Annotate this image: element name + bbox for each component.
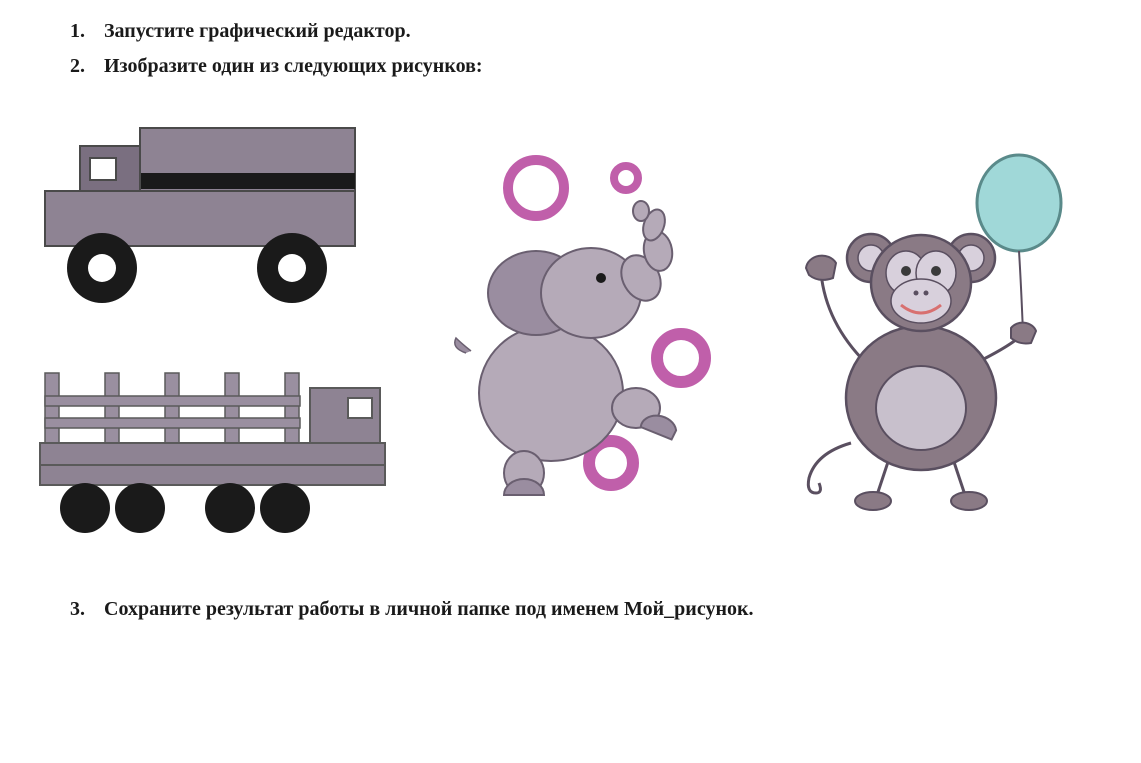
item-text-1: Запустите графический редактор.: [104, 20, 1071, 43]
instruction-item-3: 3. Сохраните результат работы в личной п…: [70, 598, 1071, 621]
item-number-1: 1.: [70, 20, 94, 43]
truck2-drawing: [30, 358, 400, 538]
instruction-list: 1. Запустите графический редактор. 2. Из…: [70, 20, 1071, 78]
item-text-2: Изобразите один из следующих рисунков:: [104, 55, 1071, 78]
truck1-drawing: [30, 118, 370, 308]
instruction-item-2: 2. Изобразите один из следующих рисунков…: [70, 55, 1071, 78]
item-number-2: 2.: [70, 55, 94, 78]
instruction-item-1: 1. Запустите графический редактор.: [70, 20, 1071, 43]
item-number-3: 3.: [70, 598, 94, 621]
instruction-list-2: 3. Сохраните результат работы в личной п…: [70, 598, 1071, 621]
trucks-column: [30, 118, 400, 538]
monkey-drawing: [771, 143, 1071, 513]
elephant-drawing: [436, 143, 736, 513]
drawings-row: [30, 118, 1071, 538]
item-text-3: Сохраните результат работы в личной папк…: [104, 598, 1071, 621]
